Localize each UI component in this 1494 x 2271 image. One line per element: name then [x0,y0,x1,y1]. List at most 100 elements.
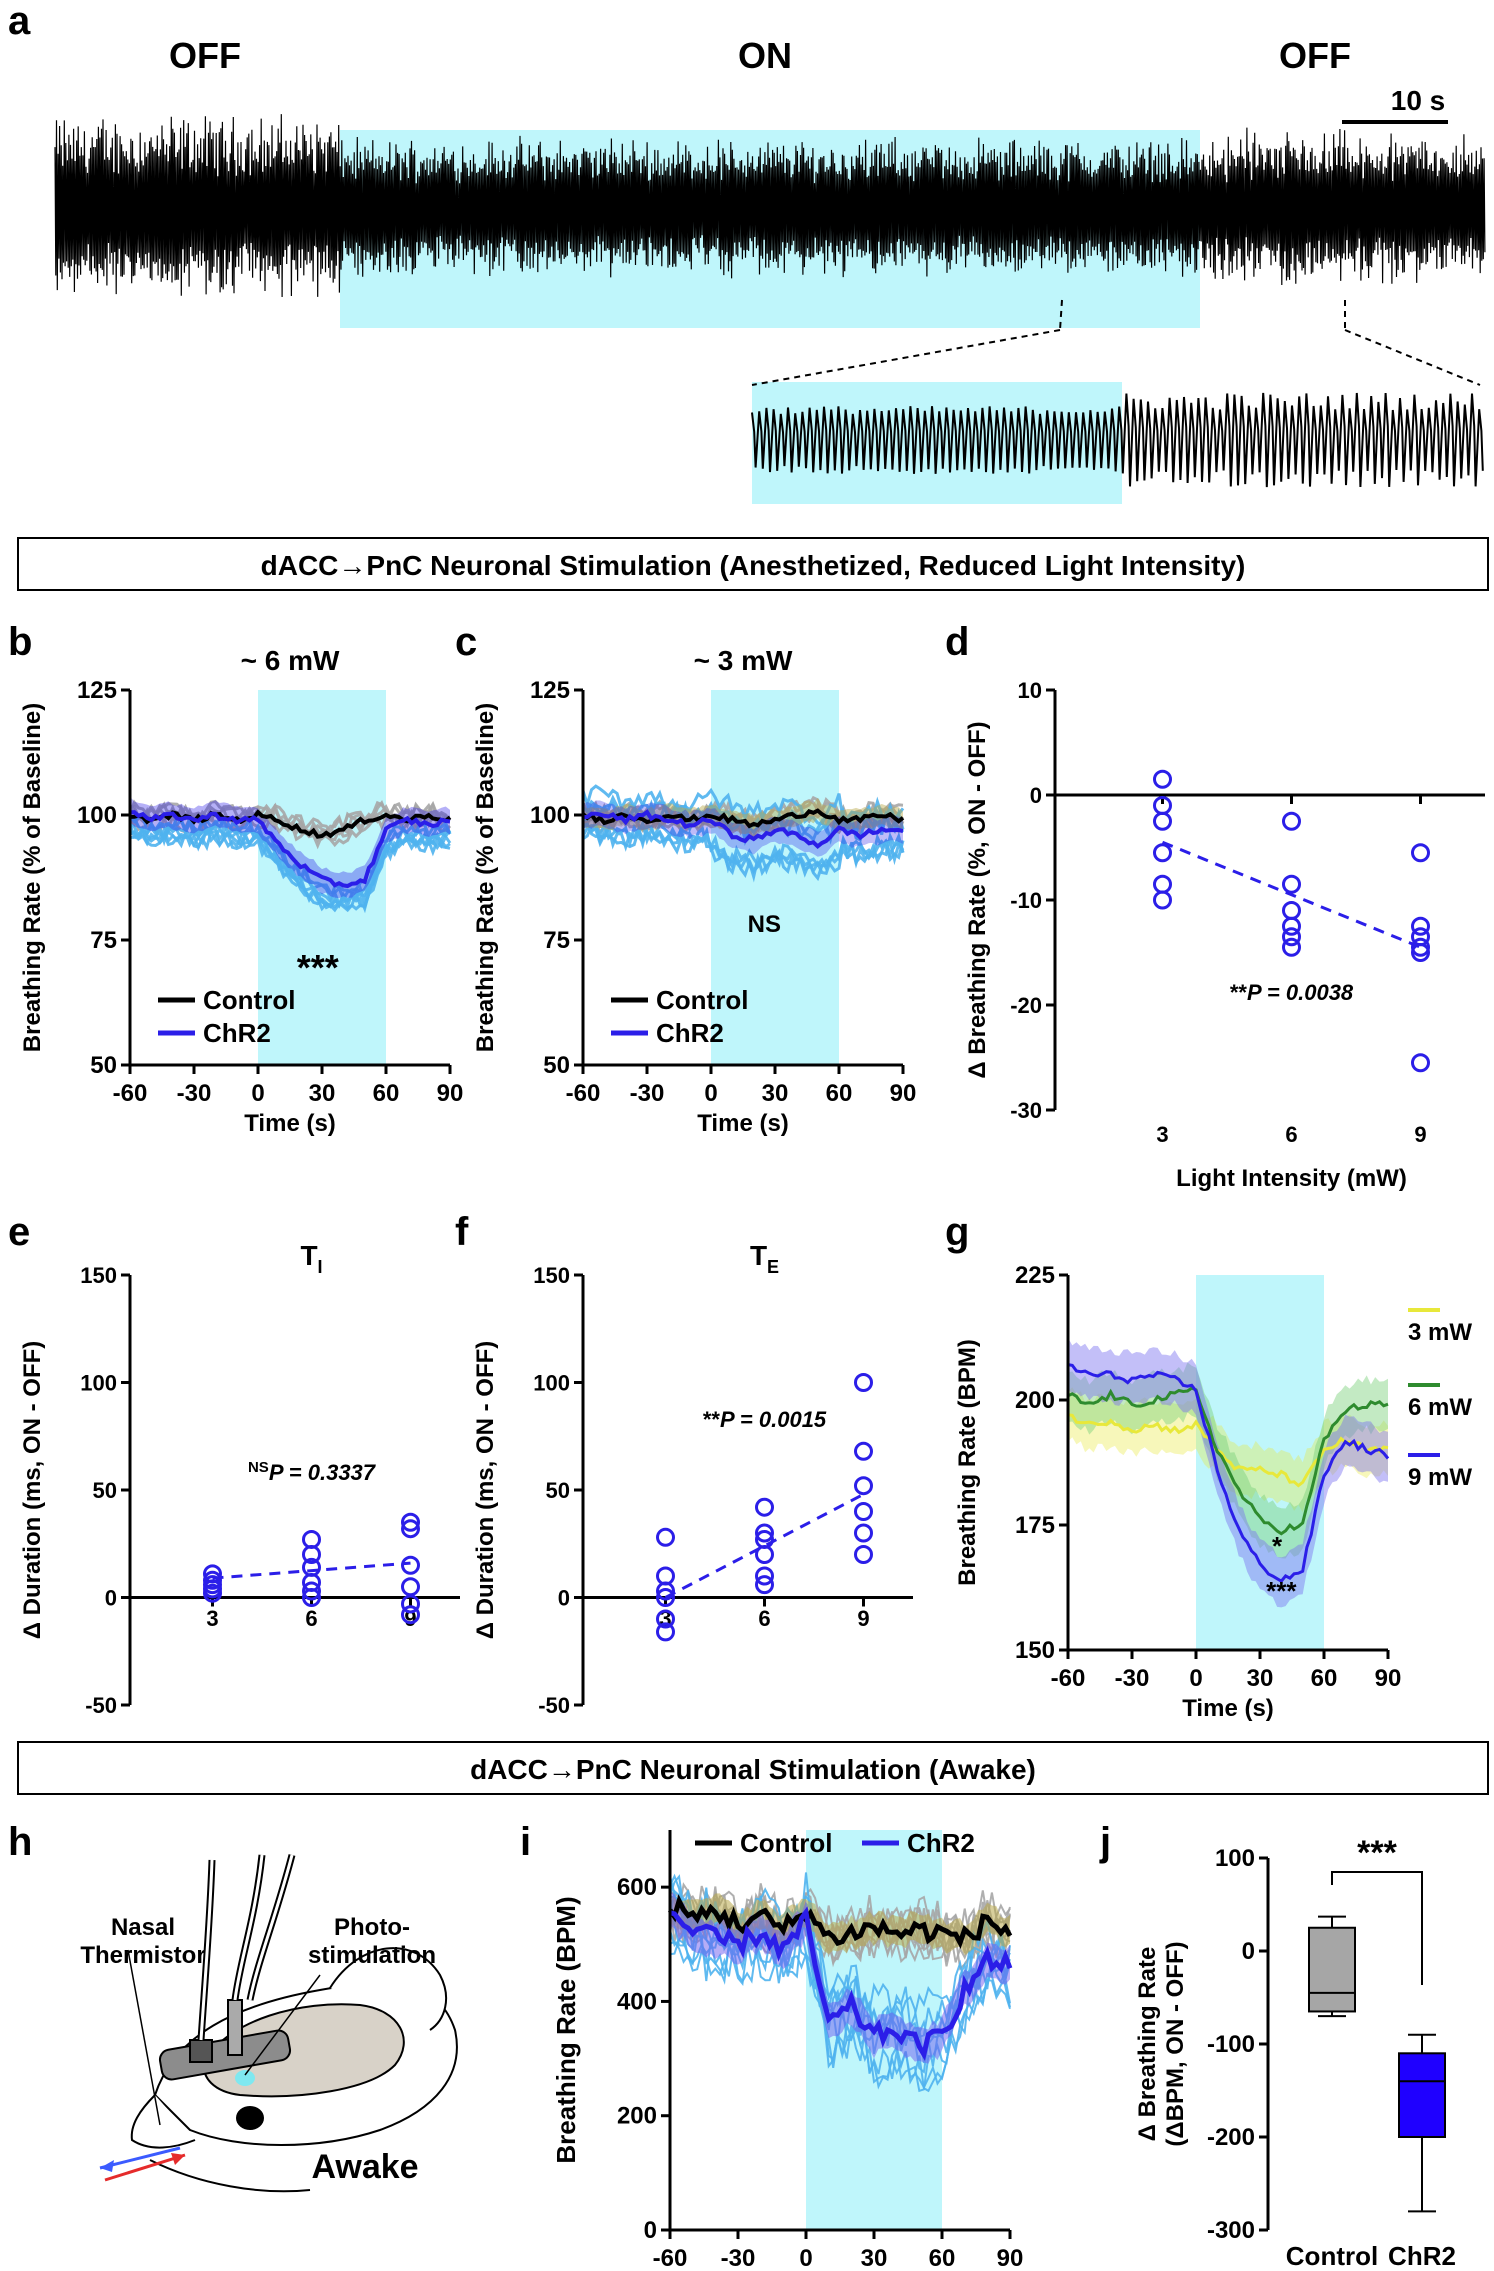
chart-title: ~ 3 mW [694,645,793,676]
y-tick-label: 100 [533,1371,570,1396]
data-point [1153,811,1172,831]
breathing-trace-zoom [751,392,1484,488]
section-title-awake: dACC→PnC Neuronal Stimulation (Awake) [470,1754,1036,1785]
y-tick-label: 0 [105,1586,117,1611]
series-line-control [667,1894,1013,1949]
data-point [854,1502,873,1521]
mouse-jaw [149,2159,311,2193]
fit-line [1161,840,1422,949]
mouse-snout [130,2094,196,2149]
data-point [1411,1053,1430,1073]
data-point [1153,769,1172,789]
y-tick-label: -100 [1207,2031,1255,2058]
series-line-chr2 [669,1906,1013,2062]
data-point [302,1545,321,1564]
data-point [854,1441,873,1461]
zoom-guide-left2 [751,329,1061,386]
y-tick-label: -300 [1207,2217,1255,2244]
x-tick-label: 90 [997,2245,1024,2271]
section-title-anesthetized: dACC→PnC Neuronal Stimulation (Anestheti… [261,550,1246,581]
y-tick-label: 125 [77,677,117,704]
y-tick-label: -30 [1010,1098,1042,1123]
chart-title: TI [300,1240,322,1277]
data-point [1282,901,1301,920]
individual-trace [582,818,905,872]
x-tick-label: 90 [1375,1665,1402,1692]
y-tick-label: 50 [90,1052,117,1079]
legend-label-chr2: ChR2 [656,1018,724,1048]
significance-bracket [1331,1871,1423,1985]
y-tick-label: 75 [543,927,570,954]
airflow-arrow-red [104,2153,186,2182]
data-point [1282,874,1301,894]
title-sub: I [318,1257,323,1277]
chart-c: 50 75 100 125 -60 -30 0 30 60 90 Time (s) Breathing… [472,645,916,1137]
breathing-trace-raw [54,114,1486,298]
panel-letter-c: c [455,620,477,664]
title-sub: E [767,1257,779,1277]
panel-letter-f: f [455,1210,469,1254]
y-axis-label: Δ Breathing Rate (%, ON - OFF) [964,721,991,1078]
x-tick-label: 6 [305,1606,317,1631]
x-tick-label: 0 [799,2245,812,2271]
p-value-annotation: **P = 0.0015 [703,1407,827,1432]
data-point [401,1555,420,1575]
data-point [854,1545,873,1564]
x-tick-label: 60 [929,2245,956,2271]
box-control [1308,1926,1356,2013]
thermistor-cable-inner [199,1859,214,2041]
y-axis-label: Δ Duration (ms, ON - OFF) [19,1341,46,1640]
x-tick-label: 0 [251,1080,264,1107]
mouse-brain [203,2003,405,2098]
data-point [755,1545,774,1564]
mouse-illustration: Nasal Thermistor Photo- stimulation Awak… [80,1854,458,2193]
x-tick-label: 6 [758,1606,770,1631]
airflow-arrow-blue [99,2146,181,2170]
y-tick-label: 150 [533,1263,570,1288]
data-point [755,1575,774,1595]
title-main: T [300,1240,317,1271]
y-tick-label: 150 [1015,1637,1055,1664]
x-axis-label: Light Intensity (mW) [1176,1165,1407,1192]
p-value: P = 0.0015 [720,1407,827,1432]
off-left-label: OFF [169,35,241,76]
p-value-annotation: **P = 0.0038 [1230,980,1354,1005]
x-tick-label: 30 [762,1080,789,1107]
head-mount [158,2029,292,2081]
y-tick-label: 225 [1015,1262,1055,1289]
series-line-6-mw [1067,1386,1389,1536]
panel-letter-e: e [8,1210,30,1254]
legend-label-chr2: ChR2 [203,1018,271,1048]
section-box-anesthetized [17,537,1489,591]
zoom-trace-path [751,392,1484,488]
sig-star-9mw: *** [1266,1576,1297,1606]
stim-shade [1196,1275,1324,1650]
y-tick-label: 600 [617,1874,657,1901]
individual-trace [128,814,452,902]
category-label-control: Control [1286,2241,1378,2271]
panel-letter-b: b [8,620,32,664]
x-tick-label: -60 [566,1080,601,1107]
y-tick-label: 50 [546,1478,570,1503]
chart-b: 50 75 100 125 -60 -30 0 30 60 90 Time (s) Breathing… [19,645,463,1137]
off-right-label: OFF [1279,35,1351,76]
y-tick-label: -20 [1010,993,1042,1018]
y-axis-label-line1: Δ Breathing Rate [1134,1947,1161,2142]
y-axis-label: Breathing Rate (BPM) [954,1339,981,1586]
individual-trace [129,826,451,914]
zoom-guide-right2 [1344,329,1481,386]
y-tick-label: 0 [1030,783,1042,808]
y-tick-label: 0 [558,1586,570,1611]
panel-letter-h: h [8,1820,32,1864]
x-tick-label: 0 [1189,1665,1202,1692]
data-point [1411,916,1430,936]
chart-g: 150 175 200 225 -60 -30 0 30 60 90 Time (s) Breathi… [954,1262,1472,1722]
data-point [1153,874,1172,894]
x-tick-label: 30 [309,1080,336,1107]
data-point [755,1523,774,1543]
sem-band-chr2 [670,1891,1010,2064]
y-tick-label: 150 [80,1263,117,1288]
